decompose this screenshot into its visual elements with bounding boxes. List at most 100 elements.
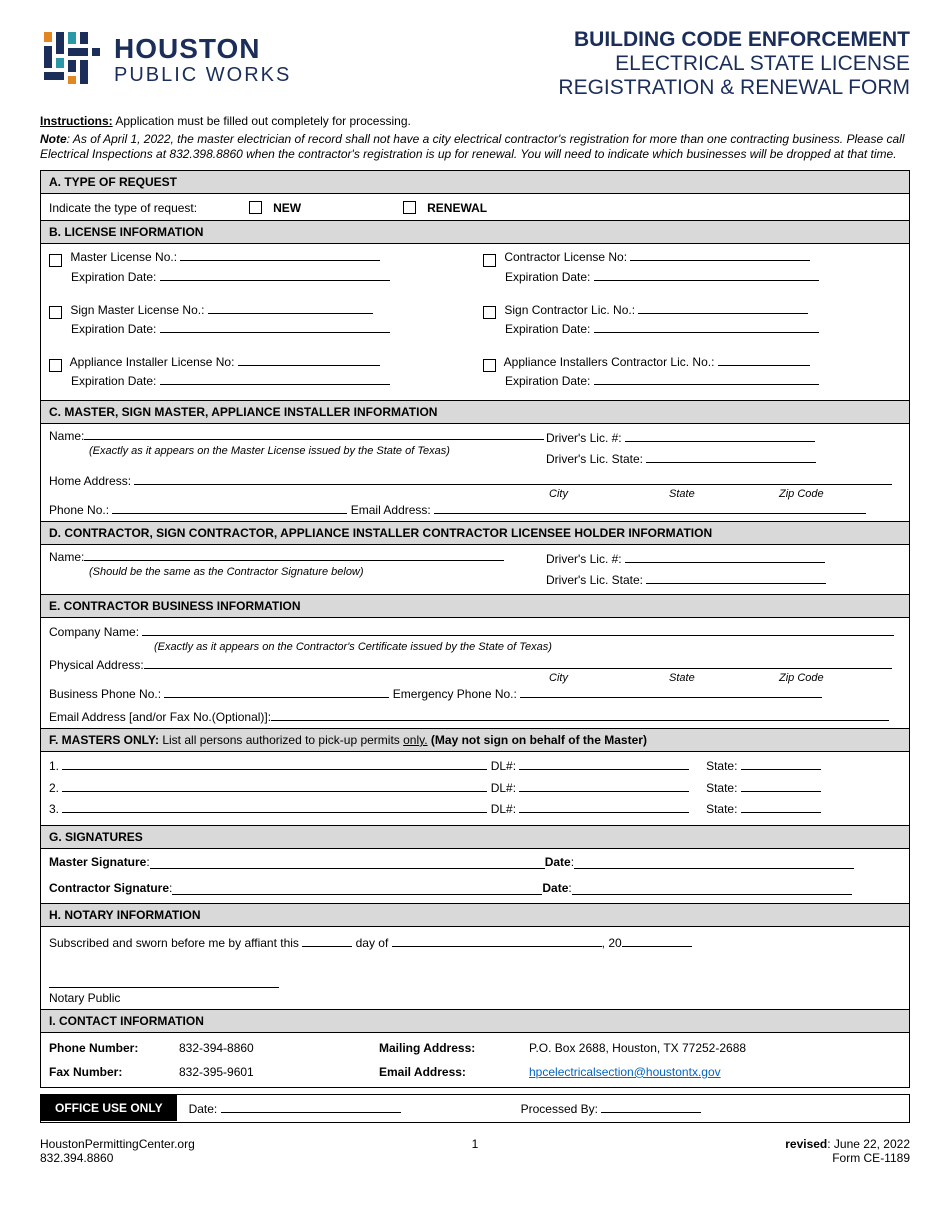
footer-left: HoustonPermittingCenter.org 832.394.8860	[40, 1137, 195, 1165]
checkbox-contractor-license[interactable]	[483, 254, 496, 267]
f-row-2: 2. DL#: State:	[49, 778, 901, 800]
label-e-company: Company Name:	[49, 625, 139, 639]
input-f1-dl[interactable]	[519, 758, 689, 770]
input-f1-state[interactable]	[741, 758, 821, 770]
footer-form-id: Form CE-1189	[785, 1151, 910, 1165]
label-d-dl-no: Driver's Lic. #:	[546, 552, 622, 566]
input-f2-dl[interactable]	[519, 780, 689, 792]
section-e-phone-row: Business Phone No.: Emergency Phone No.:	[41, 686, 909, 705]
label-d-name: Name:	[49, 550, 84, 564]
input-master-sig[interactable]	[150, 855, 545, 869]
section-h-head: H. NOTARY INFORMATION	[41, 903, 909, 927]
label-d-dl-state: Driver's Lic. State:	[546, 573, 643, 587]
input-contractor-license[interactable]	[630, 249, 810, 261]
checkbox-master-license[interactable]	[49, 254, 62, 267]
input-e-phys-addr[interactable]	[144, 657, 892, 669]
label-c-dl-no: Driver's Lic. #:	[546, 431, 622, 445]
input-h-year[interactable]	[622, 935, 692, 947]
f1-dl-label: DL#:	[491, 759, 516, 773]
section-e-head: E. CONTRACTOR BUSINESS INFORMATION	[41, 594, 909, 618]
input-sign-master[interactable]	[208, 302, 373, 314]
input-sign-contractor-exp[interactable]	[594, 321, 819, 333]
input-notary-sig[interactable]	[49, 976, 279, 988]
input-c-email[interactable]	[434, 502, 866, 514]
label-c-phone: Phone No.:	[49, 503, 109, 517]
label-master-exp: Expiration Date:	[71, 270, 156, 284]
label-appliance: Appliance Installer License No:	[70, 355, 235, 369]
input-e-bus-phone[interactable]	[164, 686, 389, 698]
footer-right: revised: June 22, 2022 Form CE-1189	[785, 1137, 910, 1165]
i-email-link[interactable]: hpcelectricalsection@houstontx.gov	[529, 1065, 721, 1079]
f-n1: 1.	[49, 759, 59, 773]
f3-state-label: State:	[706, 802, 737, 816]
input-e-email-fax[interactable]	[271, 709, 889, 721]
section-c-head: C. MASTER, SIGN MASTER, APPLIANCE INSTAL…	[41, 400, 909, 424]
input-e-emer-phone[interactable]	[520, 686, 822, 698]
input-f2-state[interactable]	[741, 780, 821, 792]
i-fax-label: Fax Number	[49, 1065, 118, 1079]
checkbox-new[interactable]	[249, 201, 262, 214]
checkbox-sign-contractor[interactable]	[483, 306, 496, 319]
section-d-row: Name: (Should be the same as the Contrac…	[41, 545, 909, 594]
f2-state-label: State:	[706, 781, 737, 795]
input-contractor-sig[interactable]	[172, 881, 542, 895]
checkbox-sign-master[interactable]	[49, 306, 62, 319]
input-master-exp[interactable]	[160, 269, 390, 281]
input-d-dl-no[interactable]	[625, 551, 825, 563]
office-label: OFFICE USE ONLY	[41, 1095, 177, 1121]
section-f-rows: 1. DL#: State: 2. DL#: State: 3. DL#: St…	[41, 752, 909, 825]
i-mail-value: P.O. Box 2688, Houston, TX 77252-2688	[529, 1041, 901, 1055]
input-c-dl-no[interactable]	[625, 430, 815, 442]
section-f-head: F. MASTERS ONLY: List all persons author…	[41, 728, 909, 752]
input-g-date1[interactable]	[574, 855, 854, 869]
label-e-zip: Zip Code	[779, 672, 824, 684]
input-c-phone[interactable]	[112, 502, 347, 514]
office-processed-label: Processed By:	[521, 1102, 598, 1116]
input-d-dl-state[interactable]	[646, 572, 826, 584]
input-e-company[interactable]	[142, 624, 894, 636]
input-c-dl-state[interactable]	[646, 451, 816, 463]
g-contractor-sig-row: Contractor Signature: Date:	[41, 875, 909, 903]
input-h-month[interactable]	[392, 935, 602, 947]
label-sign-contractor-exp: Expiration Date:	[505, 322, 590, 336]
input-f3-state[interactable]	[741, 801, 821, 813]
input-appliance-contractor[interactable]	[718, 354, 810, 366]
hint-d-name: (Should be the same as the Contractor Si…	[89, 566, 364, 578]
input-f3-dl[interactable]	[519, 801, 689, 813]
label-contractor-exp: Expiration Date:	[505, 270, 590, 284]
input-office-processed[interactable]	[601, 1101, 701, 1113]
i-fax-value: 832-395-9601	[179, 1065, 379, 1079]
license-row-2: Sign Master License No.: Expiration Date…	[41, 291, 909, 343]
input-d-name[interactable]	[84, 549, 504, 561]
input-sign-master-exp[interactable]	[160, 321, 390, 333]
hint-c-name: (Exactly as it appears on the Master Lic…	[89, 445, 450, 457]
input-c-name[interactable]	[84, 428, 544, 440]
input-c-home-addr[interactable]	[134, 473, 892, 485]
footer-page: 1	[472, 1137, 479, 1151]
checkbox-renewal[interactable]	[403, 201, 416, 214]
input-f2-name[interactable]	[62, 780, 487, 792]
checkbox-appliance-contractor[interactable]	[483, 359, 496, 372]
label-e-phys-addr: Physical Address:	[49, 658, 144, 672]
input-appliance[interactable]	[238, 354, 380, 366]
f-row-1: 1. DL#: State:	[49, 756, 901, 778]
input-appliance-contractor-exp[interactable]	[594, 373, 819, 385]
title-block: BUILDING CODE ENFORCEMENT ELECTRICAL STA…	[558, 28, 910, 100]
input-contractor-exp[interactable]	[594, 269, 819, 281]
input-h-day[interactable]	[302, 935, 352, 947]
instructions-label: Instructions:	[40, 114, 113, 128]
form-table: A. TYPE OF REQUEST Indicate the type of …	[40, 170, 910, 1087]
input-f1-name[interactable]	[62, 758, 487, 770]
section-h-body: Subscribed and sworn before me by affian…	[41, 927, 909, 1009]
input-f3-name[interactable]	[62, 801, 487, 813]
section-c-addr-row: Home Address:	[41, 471, 909, 488]
f3-dl-label: DL#:	[491, 802, 516, 816]
footer-revised-label: revised	[785, 1137, 827, 1151]
input-appliance-exp[interactable]	[160, 373, 390, 385]
input-office-date[interactable]	[221, 1101, 401, 1113]
title-line1: BUILDING CODE ENFORCEMENT	[558, 28, 910, 52]
input-g-date2[interactable]	[572, 881, 852, 895]
input-sign-contractor[interactable]	[638, 302, 808, 314]
checkbox-appliance[interactable]	[49, 359, 62, 372]
input-master-license[interactable]	[180, 249, 380, 261]
